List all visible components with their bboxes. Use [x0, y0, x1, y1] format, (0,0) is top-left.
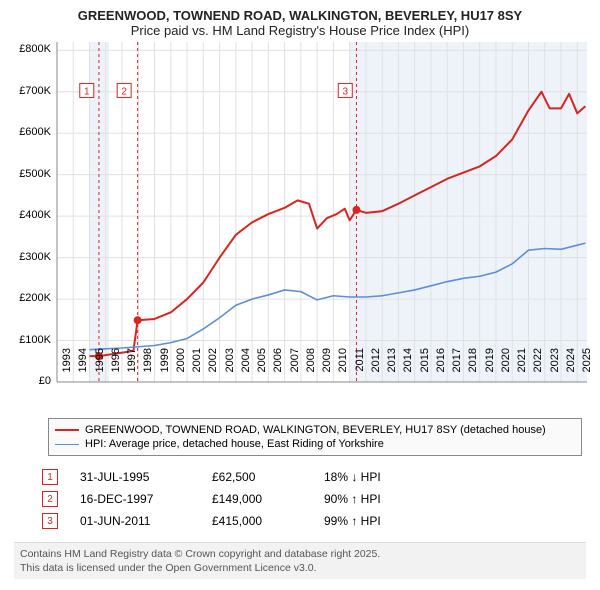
- x-tick-label: 2007: [289, 348, 301, 388]
- y-tick-label: £400K: [1, 209, 51, 221]
- title-line2: Price paid vs. HM Land Registry's House …: [10, 23, 590, 38]
- footer-attribution: Contains HM Land Registry data © Crown c…: [14, 542, 586, 579]
- sale-note-row: 1 31-JUL-1995 £62,500 18% ↓ HPI: [42, 466, 582, 488]
- note-date: 01-JUN-2011: [80, 514, 190, 528]
- note-marker: 2: [42, 491, 58, 507]
- legend-swatch: [55, 429, 79, 431]
- x-tick-label: 2003: [224, 348, 236, 388]
- x-tick-label: 2002: [207, 348, 219, 388]
- chart-container: GREENWOOD, TOWNEND ROAD, WALKINGTON, BEV…: [0, 0, 600, 590]
- svg-text:2: 2: [121, 86, 127, 97]
- sale-note-row: 3 01-JUN-2011 £415,000 99% ↑ HPI: [42, 510, 582, 532]
- x-tick-label: 1993: [61, 348, 73, 388]
- legend-swatch: [55, 444, 79, 445]
- footer-line1: Contains HM Land Registry data © Crown c…: [20, 547, 580, 561]
- y-tick-label: £700K: [1, 85, 51, 97]
- note-pct: 90% ↑ HPI: [324, 492, 381, 506]
- x-tick-label: 2005: [256, 348, 268, 388]
- note-marker: 3: [42, 513, 58, 529]
- x-tick-label: 2022: [532, 348, 544, 388]
- note-price: £62,500: [212, 470, 302, 484]
- x-tick-label: 2015: [419, 348, 431, 388]
- x-tick-label: 2023: [549, 348, 561, 388]
- note-price: £415,000: [212, 514, 302, 528]
- x-tick-label: 2010: [337, 348, 349, 388]
- sale-note-row: 2 16-DEC-1997 £149,000 90% ↑ HPI: [42, 488, 582, 510]
- y-tick-label: £0: [1, 375, 51, 387]
- x-tick-label: 2020: [500, 348, 512, 388]
- x-tick-label: 2017: [451, 348, 463, 388]
- legend-item: GREENWOOD, TOWNEND ROAD, WALKINGTON, BEV…: [55, 423, 575, 437]
- x-tick-label: 2014: [402, 348, 414, 388]
- note-pct: 99% ↑ HPI: [324, 514, 381, 528]
- x-tick-label: 2024: [565, 348, 577, 388]
- svg-text:1: 1: [84, 86, 90, 97]
- footer-line2: This data is licensed under the Open Gov…: [20, 561, 580, 575]
- x-tick-label: 2012: [370, 348, 382, 388]
- note-marker: 1: [42, 469, 58, 485]
- x-tick-label: 2011: [354, 348, 366, 388]
- x-tick-label: 2004: [240, 348, 252, 388]
- x-tick-label: 2025: [581, 348, 593, 388]
- chart-area: 123 £0£100K£200K£300K£400K£500K£600K£700…: [5, 42, 595, 412]
- x-tick-label: 1995: [94, 348, 106, 388]
- x-tick-label: 1999: [159, 348, 171, 388]
- sale-notes: 1 31-JUL-1995 £62,500 18% ↓ HPI 2 16-DEC-1997…: [42, 466, 582, 532]
- x-tick-label: 1996: [110, 348, 122, 388]
- y-tick-label: £300K: [1, 251, 51, 263]
- x-tick-label: 2001: [191, 348, 203, 388]
- x-tick-label: 2018: [467, 348, 479, 388]
- x-tick-label: 1994: [77, 348, 89, 388]
- x-tick-label: 2000: [175, 348, 187, 388]
- legend-item: HPI: Average price, detached house, East…: [55, 437, 575, 451]
- legend-label: HPI: Average price, detached house, East…: [85, 438, 384, 450]
- title-line1: GREENWOOD, TOWNEND ROAD, WALKINGTON, BEV…: [10, 8, 590, 23]
- y-tick-label: £100K: [1, 334, 51, 346]
- y-tick-label: £600K: [1, 126, 51, 138]
- x-tick-label: 2008: [305, 348, 317, 388]
- note-date: 16-DEC-1997: [80, 492, 190, 506]
- legend: GREENWOOD, TOWNEND ROAD, WALKINGTON, BEV…: [48, 418, 582, 456]
- svg-text:3: 3: [342, 86, 348, 97]
- x-tick-label: 2009: [321, 348, 333, 388]
- note-date: 31-JUL-1995: [80, 470, 190, 484]
- x-tick-label: 1997: [126, 348, 138, 388]
- note-pct: 18% ↓ HPI: [324, 470, 381, 484]
- y-tick-label: £200K: [1, 292, 51, 304]
- y-tick-label: £500K: [1, 168, 51, 180]
- x-tick-label: 1998: [142, 348, 154, 388]
- y-tick-label: £800K: [1, 43, 51, 55]
- note-price: £149,000: [212, 492, 302, 506]
- legend-label: GREENWOOD, TOWNEND ROAD, WALKINGTON, BEV…: [85, 424, 546, 436]
- x-tick-label: 2021: [516, 348, 528, 388]
- x-tick-label: 2013: [386, 348, 398, 388]
- x-tick-label: 2016: [435, 348, 447, 388]
- x-tick-label: 2019: [484, 348, 496, 388]
- x-tick-label: 2006: [272, 348, 284, 388]
- chart-title: GREENWOOD, TOWNEND ROAD, WALKINGTON, BEV…: [0, 0, 600, 42]
